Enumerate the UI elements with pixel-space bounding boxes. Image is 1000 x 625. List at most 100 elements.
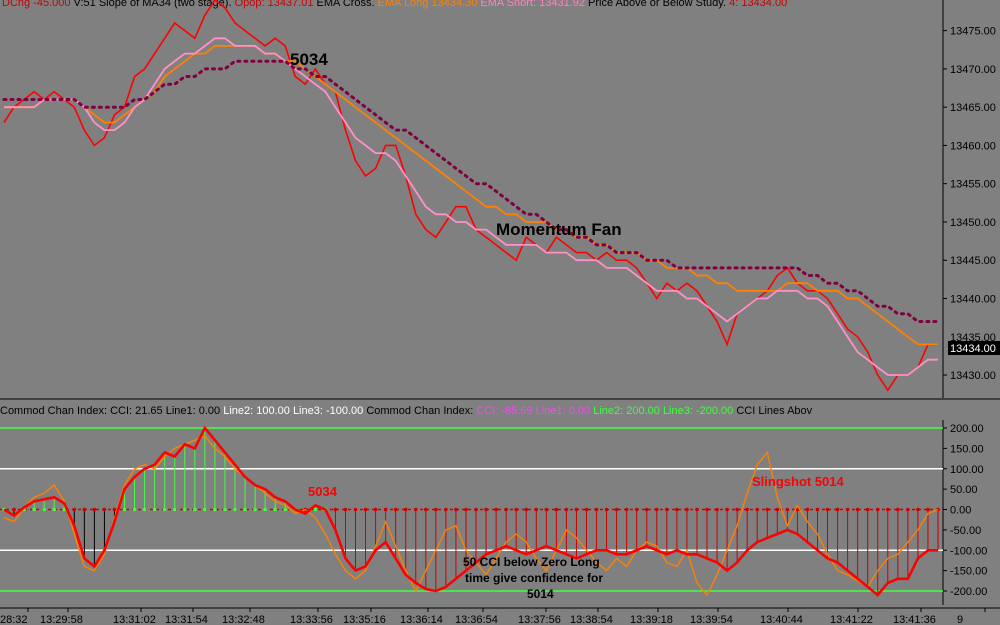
cci-zero-dot (544, 507, 549, 512)
header-item: DChg -45.000 (2, 0, 74, 9)
annotation-5034: 5034 (290, 50, 328, 69)
time-tick-label: 9 (957, 614, 963, 625)
cci-zero-dot (283, 507, 288, 512)
header-item: Line3: -100.00 (293, 405, 366, 417)
cci-zero-dot (845, 507, 850, 512)
cci-zero-dot (203, 507, 207, 512)
cci-zero-dot (253, 507, 257, 512)
header-item: Line1: 0.00 (166, 405, 224, 417)
header-item: Opop: 13437.01 (235, 0, 317, 9)
cci-tick-label: -100.00 (950, 545, 987, 557)
cci-zero-dot (92, 507, 97, 512)
time-tick-label: 13:38:54 (570, 614, 613, 625)
price-tick-label: 13430.00 (950, 370, 996, 382)
cci-zero-dot (172, 507, 177, 512)
cci-zero-dot (72, 507, 77, 512)
header-item: CCI Lines Abov (736, 405, 812, 417)
cci-zero-dot (715, 507, 719, 512)
cci-zero-dot (152, 507, 157, 512)
cci-zero-dot (654, 507, 659, 512)
price-tick-label: 13465.00 (950, 102, 996, 114)
header-item: Line3: -200.00 (663, 405, 736, 417)
cci-zero-dot (142, 507, 147, 512)
cci-zero-dot (373, 507, 378, 512)
cci-zero-dot (243, 507, 247, 512)
cci-zero-dot (624, 507, 629, 512)
cci-zero-dot (263, 507, 267, 512)
cci-zero-dot (916, 507, 920, 512)
cci-main-line (3, 425, 938, 597)
cci-level-lines (0, 427, 943, 592)
header-item: Commod Chan Index: (366, 405, 476, 417)
price-pane[interactable]: DChg -45.000 V:51 Slope of MA34 (two sta… (2, 0, 1000, 398)
cci-zero-dot (815, 507, 820, 512)
cci-zero-dot (504, 507, 508, 512)
time-tick-label: 13:37:56 (518, 614, 561, 625)
cci-zero-dot (193, 507, 197, 512)
header-item: EMA Short: 13431.92 (480, 0, 588, 9)
time-tick-label: 13:39:18 (630, 614, 673, 625)
cci-zero-dot (584, 507, 589, 512)
time-tick-label: 28:32 (0, 614, 28, 625)
cci-zero-dot (333, 507, 338, 512)
time-tick-label: 13:31:54 (165, 614, 208, 625)
cci-zero-dot (82, 507, 87, 512)
price-tick-label: 13475.00 (950, 26, 996, 38)
cci-zero-dot (735, 507, 739, 512)
header-item: V:51 (74, 0, 99, 9)
cci-zero-dot (223, 507, 227, 512)
cci-zero-dot (213, 507, 217, 512)
cci-pane-header: Commod Chan Index: CCI: 21.65 Line1: 0.0… (0, 405, 813, 417)
header-item: EMA Cross. (317, 0, 378, 9)
cci-zero-dot (403, 507, 408, 512)
header-item: Commod Chan Index: (0, 405, 110, 417)
cci-zero-dot (434, 507, 438, 512)
cci-note-line2: time give confidence for (465, 571, 603, 585)
cci-zero-dot (534, 507, 539, 512)
cci-zero-dot (353, 507, 358, 512)
cci-zero-dot (865, 507, 870, 512)
cci-zero-dot (875, 507, 880, 512)
time-axis: 28:32 13:29:58 13:31:02 13:31:54 13:32:48 13:… (0, 608, 986, 625)
cci-zero-dot (755, 507, 760, 512)
cci-zero-dot (413, 507, 418, 512)
cci-annotation-slingshot: Slingshot 5014 (752, 474, 845, 489)
price-tick-label: 13455.00 (950, 179, 996, 191)
cci-zero-dot (464, 507, 468, 512)
cci-zero-dot (524, 507, 529, 512)
time-tick-label: 13:31:02 (113, 614, 156, 625)
cci-axis: 200.00 150.00 100.00 50.00 0.00 -50.00 -100.00… (943, 423, 987, 598)
cci-zero-dot (182, 507, 187, 512)
annotation-momentum-fan: Momentum Fan (496, 220, 622, 239)
cci-zero-dot (574, 507, 579, 512)
time-tick-label: 13:36:54 (455, 614, 498, 625)
price-tick-label: 13440.00 (950, 294, 996, 306)
cci-tick-label: 0.00 (950, 505, 971, 517)
cci-zero-dot (685, 507, 689, 512)
cci-zero-dot (233, 507, 237, 512)
cci-zero-dot (393, 507, 398, 512)
cci-zero-dot (273, 507, 277, 512)
price-pane-header: DChg -45.000 V:51 Slope of MA34 (two sta… (2, 0, 787, 9)
cci-secondary-line (3, 435, 939, 597)
cci-zero-dot (564, 507, 569, 512)
time-tick-label: 13:35:16 (343, 614, 386, 625)
cci-tick-label: 50.00 (950, 484, 978, 496)
cci-tick-label: -150.00 (950, 566, 987, 578)
time-tick-label: 13:32:48 (222, 614, 265, 625)
header-item: Line2: 100.00 (223, 405, 293, 417)
cci-zero-dot (785, 507, 790, 512)
price-tick-label: 13460.00 (950, 140, 996, 152)
cci-zero-dot (765, 507, 770, 512)
cci-tick-label: -50.00 (950, 525, 981, 537)
ema-short-line (4, 37, 938, 376)
time-tick-label: 13:33:56 (290, 614, 333, 625)
price-tick-label: 13450.00 (950, 217, 996, 229)
cci-pane[interactable]: Commod Chan Index: CCI: 21.65 Line1: 0.0… (0, 405, 987, 605)
cci-zero-dot (705, 507, 709, 512)
cci-zero-dot (695, 507, 699, 512)
time-tick-label: 13:39:54 (690, 614, 733, 625)
cci-tick-label: 200.00 (950, 423, 984, 435)
